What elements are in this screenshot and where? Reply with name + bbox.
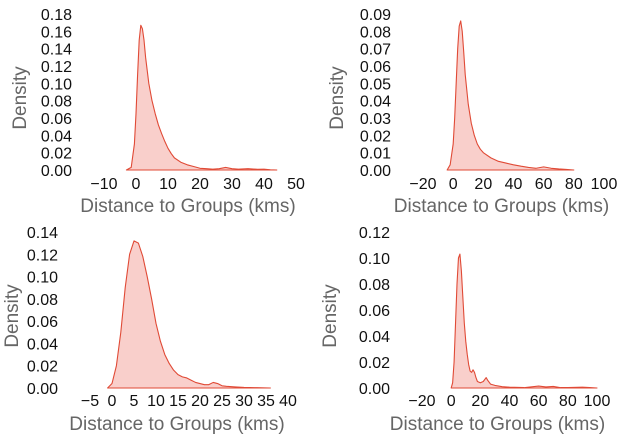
panel-2-xtick-label: −20 <box>409 176 436 193</box>
panel-3-xtick-label: 25 <box>213 393 231 410</box>
panel-1-xtick-label: 50 <box>287 176 305 193</box>
panel-3-ytick-label: 0.02 <box>27 359 58 376</box>
panel-4-xtick-label: −20 <box>408 393 435 410</box>
panel-4-ytick-label: 0.12 <box>359 225 390 242</box>
panel-2-xtick-label: 80 <box>565 176 583 193</box>
panel-1-y-axis-label: Density <box>10 66 31 130</box>
panel-1-ytick-label: 0.06 <box>41 111 72 128</box>
panel-3-ytick-label: 0.00 <box>27 381 58 398</box>
panel-1-xtick-label: 40 <box>255 176 273 193</box>
panel-3-y-axis-label: Density <box>2 284 23 348</box>
panel-4-xtick-label: 100 <box>584 393 611 410</box>
panel-2-ytick-label: 0.09 <box>360 7 391 24</box>
panel-2-density-curve <box>446 20 575 171</box>
panel-1-ytick-label: 0.16 <box>41 24 72 41</box>
panel-3-ytick-label: 0.12 <box>27 247 58 264</box>
panel-3-xtick-label: 30 <box>235 393 253 410</box>
panel-2-xtick-label: 100 <box>591 176 618 193</box>
panel-2-ytick-label: 0.06 <box>360 59 391 76</box>
panel-2-ytick-label: 0.07 <box>360 42 391 59</box>
panel-2-ytick-label: 0.01 <box>360 146 391 163</box>
panel-2-xtick-label: 0 <box>449 176 458 193</box>
panel-4-ytick-label: 0.10 <box>359 251 390 268</box>
panel-1-ytick-label: 0.10 <box>41 76 72 93</box>
panel-3-xtick-label: 15 <box>169 393 187 410</box>
panel-3-ytick-label: 0.06 <box>27 314 58 331</box>
panel-2-xtick-label: 60 <box>535 176 553 193</box>
panel-1-xtick-label: −10 <box>90 176 117 193</box>
panel-3-xtick-label: 20 <box>191 393 209 410</box>
panel-1-xtick-label: 30 <box>223 176 241 193</box>
panel-1-ytick-label: 0.14 <box>41 42 72 59</box>
panel-4-y-axis-label: Density <box>320 284 341 348</box>
panel-3-xtick-label: 10 <box>147 393 165 410</box>
panel-2-ytick-label: 0.05 <box>360 76 391 93</box>
panel-2-ytick-label: 0.02 <box>360 128 391 145</box>
panel-1-ytick-label: 0.04 <box>41 128 72 145</box>
panel-4-x-axis-label: Distance to Groups (kms) <box>390 414 605 435</box>
panel-1-ytick-label: 0.18 <box>41 7 72 24</box>
panel-4-ytick-label: 0.04 <box>359 329 390 346</box>
panel-3-xtick-label: 0 <box>108 393 117 410</box>
panel-1-ytick-label: 0.08 <box>41 94 72 111</box>
panel-2-xtick-label: 20 <box>474 176 492 193</box>
panel-2-ytick-label: 0.08 <box>360 24 391 41</box>
panel-2-x-axis-label: Distance to Groups (kms) <box>394 196 609 217</box>
panel-4-xtick-label: 0 <box>447 393 456 410</box>
panel-2-ytick-label: 0.04 <box>360 94 391 111</box>
panel-4-ytick-label: 0.02 <box>359 355 390 372</box>
panel-1-density-curve <box>125 24 278 171</box>
panel-2-ytick-label: 0.00 <box>360 163 391 180</box>
panel-3-xtick-label: −5 <box>81 393 99 410</box>
panel-4-xtick-label: 20 <box>471 393 489 410</box>
panel-4-ytick-label: 0.06 <box>359 303 390 320</box>
panel-3-ytick-label: 0.08 <box>27 292 58 309</box>
panel-3-xtick-label: 40 <box>279 393 297 410</box>
panel-3-ytick-label: 0.04 <box>27 336 58 353</box>
panel-4-ytick-label: 0.00 <box>359 381 390 398</box>
panel-2-ytick-label: 0.03 <box>360 111 391 128</box>
panel-3-ytick-label: 0.10 <box>27 270 58 287</box>
panel-1-xtick-label: 0 <box>132 176 141 193</box>
panel-4-ytick-label: 0.08 <box>359 277 390 294</box>
panel-4-xtick-label: 80 <box>559 393 577 410</box>
panel-3-xtick-label: 35 <box>257 393 275 410</box>
panel-1-ytick-label: 0.12 <box>41 59 72 76</box>
panel-2-xtick-label: 40 <box>505 176 523 193</box>
panel-1-xtick-label: 10 <box>159 176 177 193</box>
panel-3-xtick-label: 5 <box>130 393 139 410</box>
panel-3-x-axis-label: Distance to Groups (kms) <box>69 414 284 435</box>
panel-4-xtick-label: 60 <box>530 393 548 410</box>
panel-3-ytick-label: 0.14 <box>27 225 58 242</box>
panel-1-xtick-label: 20 <box>191 176 209 193</box>
panel-1-ytick-label: 0.02 <box>41 146 72 163</box>
panel-3-density-curve <box>107 240 271 389</box>
panel-2-y-axis-label: Density <box>327 66 348 130</box>
panel-1-x-axis-label: Distance to Groups (kms) <box>80 196 295 217</box>
panel-4-density-curve <box>450 253 598 389</box>
panel-1-ytick-label: 0.00 <box>41 163 72 180</box>
panel-4-xtick-label: 40 <box>501 393 519 410</box>
